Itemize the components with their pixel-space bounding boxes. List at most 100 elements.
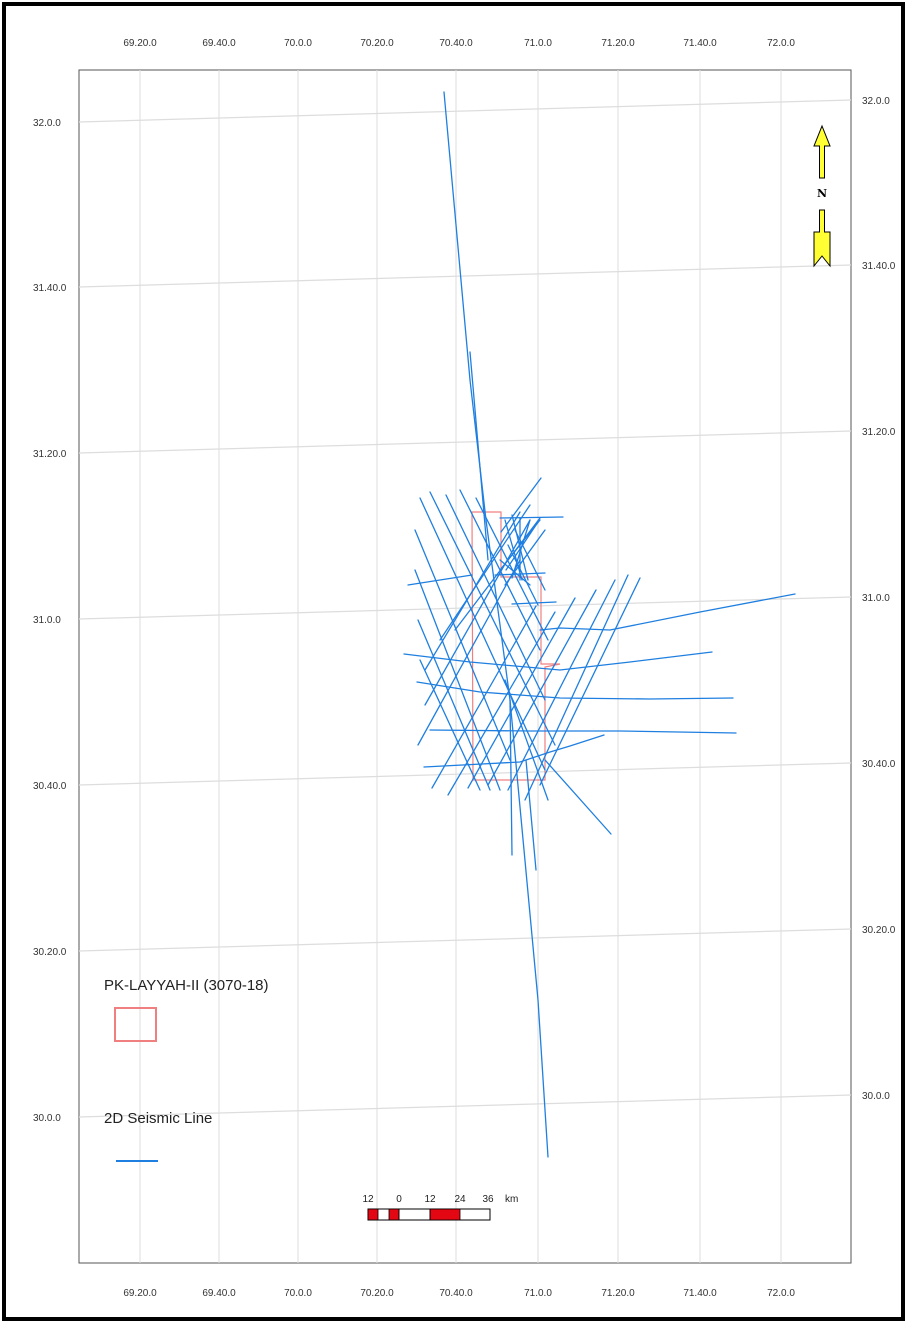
scale-segment bbox=[367, 1208, 379, 1221]
scale-unit: km bbox=[505, 1194, 518, 1205]
north-arrow: N bbox=[813, 124, 831, 268]
seismic-line bbox=[445, 494, 546, 701]
seismic-line bbox=[417, 559, 521, 746]
top-longitude-labels: 69.20.0 69.40.0 70.0.0 70.20.0 70.40.0 7… bbox=[123, 38, 795, 49]
scale-bar-frame bbox=[367, 1208, 491, 1221]
lon-tick-label: 70.0.0 bbox=[284, 38, 312, 49]
right-latitude-labels: 32.0.0 31.40.0 31.20.0 31.0.0 30.40.0 30… bbox=[862, 96, 896, 1102]
lon-tick-label: 69.40.0 bbox=[202, 1288, 236, 1299]
legend-seismic-label: 2D Seismic Line bbox=[104, 1110, 212, 1127]
seismic-line bbox=[417, 619, 491, 791]
north-arrow-label: N bbox=[817, 187, 827, 200]
map-neatline bbox=[78, 69, 852, 1264]
lon-tick-label: 71.20.0 bbox=[601, 1288, 635, 1299]
seismic-line bbox=[459, 489, 541, 651]
lon-tick-label: 69.20.0 bbox=[123, 38, 157, 49]
lat-tick-label: 30.40.0 bbox=[862, 759, 896, 770]
seismic-line bbox=[539, 577, 641, 786]
seismic-line bbox=[504, 529, 546, 586]
seismic-line bbox=[414, 569, 501, 791]
seismic-line bbox=[499, 516, 564, 519]
north-arrow-bottom bbox=[813, 209, 831, 268]
seismic-line bbox=[423, 734, 605, 768]
seismic-line bbox=[507, 579, 616, 791]
seismic-line bbox=[500, 477, 542, 533]
parallel-line bbox=[78, 596, 852, 620]
lat-tick-label: 32.0.0 bbox=[33, 118, 61, 129]
seismic-line bbox=[429, 729, 737, 734]
seismic-line bbox=[454, 517, 541, 631]
lat-tick-label: 30.0.0 bbox=[33, 1113, 61, 1124]
lon-tick-label: 72.0.0 bbox=[767, 1288, 795, 1299]
lon-tick-label: 70.40.0 bbox=[439, 38, 473, 49]
lat-tick-label: 31.0.0 bbox=[33, 615, 61, 626]
parallel-line bbox=[78, 1094, 852, 1118]
legend-block-swatch bbox=[114, 1007, 157, 1042]
seismic-line bbox=[467, 597, 576, 789]
parallel-line bbox=[78, 928, 852, 952]
seismic-line bbox=[447, 611, 556, 796]
seismic-line bbox=[424, 519, 531, 706]
lon-tick-label: 70.20.0 bbox=[360, 38, 394, 49]
lat-tick-label: 31.40.0 bbox=[33, 283, 67, 294]
lon-tick-label: 69.40.0 bbox=[202, 38, 236, 49]
lon-tick-label: 71.40.0 bbox=[683, 38, 717, 49]
lon-tick-label: 71.0.0 bbox=[524, 1288, 552, 1299]
scale-segment bbox=[388, 1208, 400, 1221]
parallel-line bbox=[78, 264, 852, 288]
legend: PK-LAYYAH-II (3070-18) 2D Seismic Line bbox=[104, 977, 269, 1162]
lat-tick-label: 30.20.0 bbox=[33, 947, 67, 958]
graticule bbox=[78, 70, 852, 1263]
parallel-line bbox=[78, 99, 852, 123]
lon-tick-label: 71.20.0 bbox=[601, 38, 635, 49]
seismic-line bbox=[504, 679, 549, 801]
lat-tick-label: 30.0.0 bbox=[862, 1091, 890, 1102]
parallel-line bbox=[78, 762, 852, 786]
seismic-line bbox=[475, 497, 549, 641]
seismic-line bbox=[525, 759, 537, 871]
lat-tick-label: 31.0.0 bbox=[862, 593, 890, 604]
lat-tick-label: 31.20.0 bbox=[862, 427, 896, 438]
lon-tick-label: 71.0.0 bbox=[524, 38, 552, 49]
scale-label: 0 bbox=[396, 1194, 402, 1205]
seismic-line bbox=[539, 593, 796, 631]
lon-tick-label: 70.0.0 bbox=[284, 1288, 312, 1299]
lat-tick-label: 31.40.0 bbox=[862, 261, 896, 272]
lat-tick-label: 30.20.0 bbox=[862, 925, 896, 936]
lat-tick-label: 31.20.0 bbox=[33, 449, 67, 460]
seismic-line bbox=[487, 589, 597, 786]
scale-bar: 12 0 12 24 36 km bbox=[362, 1194, 518, 1221]
lon-tick-label: 69.20.0 bbox=[123, 1288, 157, 1299]
seismic-line bbox=[469, 351, 489, 561]
lat-tick-label: 30.40.0 bbox=[33, 781, 67, 792]
lon-tick-label: 71.40.0 bbox=[683, 1288, 717, 1299]
legend-block-label: PK-LAYYAH-II (3070-18) bbox=[104, 977, 269, 994]
seismic-line bbox=[511, 601, 557, 605]
seismic-line bbox=[544, 759, 612, 835]
lat-tick-label: 32.0.0 bbox=[862, 96, 890, 107]
scale-label: 12 bbox=[424, 1194, 436, 1205]
scale-label: 24 bbox=[454, 1194, 466, 1205]
seismic-line bbox=[511, 519, 531, 579]
seismic-line bbox=[403, 651, 713, 671]
scale-label: 12 bbox=[362, 1194, 374, 1205]
seismic-line bbox=[407, 574, 473, 586]
scale-segment bbox=[429, 1208, 461, 1221]
seismic-line bbox=[414, 529, 511, 761]
seismic-line bbox=[419, 659, 481, 791]
parallel-line bbox=[78, 430, 852, 454]
lon-tick-label: 70.20.0 bbox=[360, 1288, 394, 1299]
seismic-line bbox=[507, 544, 539, 606]
seismic-line bbox=[429, 491, 556, 746]
seismic-line bbox=[443, 91, 549, 1158]
seismic-line bbox=[504, 519, 523, 581]
north-arrow-top bbox=[813, 124, 831, 179]
seismic-lines bbox=[403, 91, 796, 1158]
seismic-line bbox=[416, 681, 734, 700]
seismic-line bbox=[505, 521, 539, 571]
scale-label: 36 bbox=[482, 1194, 494, 1205]
lon-tick-label: 72.0.0 bbox=[767, 38, 795, 49]
bottom-longitude-labels: 69.20.0 69.40.0 70.0.0 70.20.0 70.40.0 7… bbox=[123, 1288, 795, 1299]
